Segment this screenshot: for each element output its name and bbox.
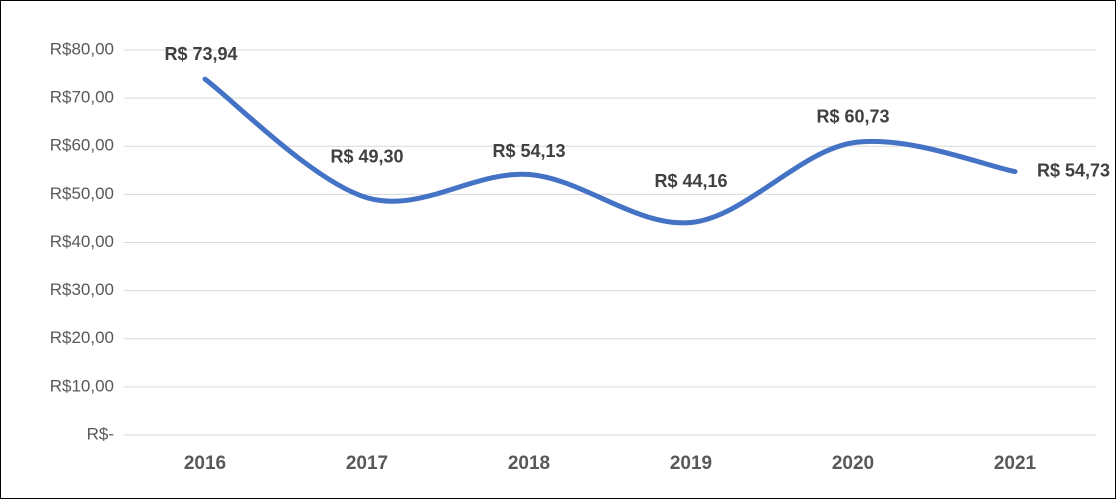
x-tick-label: 2019 [670, 453, 712, 474]
y-tick-label: R$10,00 [50, 376, 114, 395]
data-label: R$ 60,73 [816, 106, 889, 126]
data-label: R$ 49,30 [330, 146, 403, 166]
y-tick-label: R$50,00 [50, 184, 114, 203]
x-tick-label: 2017 [346, 453, 388, 474]
series-line [202, 76, 1018, 226]
x-tick-label: 2021 [994, 453, 1037, 474]
y-tick-label: R$30,00 [50, 280, 114, 299]
x-tick-label: 2016 [184, 453, 226, 474]
y-tick-label: R$- [87, 424, 114, 443]
x-tick-label: 2018 [508, 453, 550, 474]
y-tick-label: R$60,00 [50, 136, 114, 155]
x-tick-label: 2020 [832, 453, 874, 474]
y-tick-label: R$20,00 [50, 328, 114, 347]
data-label: R$ 54,73 [1037, 160, 1110, 180]
data-label: R$ 44,16 [654, 171, 727, 191]
data-label: R$ 54,13 [492, 141, 565, 161]
y-tick-label: R$70,00 [50, 88, 114, 107]
y-tick-label: R$80,00 [50, 39, 114, 58]
y-tick-label: R$40,00 [50, 232, 114, 251]
data-label: R$ 73,94 [164, 44, 237, 64]
